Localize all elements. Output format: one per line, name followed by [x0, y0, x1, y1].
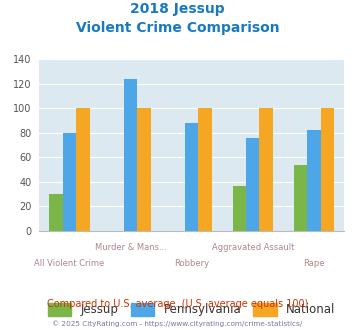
Text: Compared to U.S. average. (U.S. average equals 100): Compared to U.S. average. (U.S. average … — [47, 299, 308, 309]
Text: Aggravated Assault: Aggravated Assault — [212, 243, 294, 251]
Text: Robbery: Robbery — [174, 259, 209, 268]
Bar — [49, 194, 63, 231]
Bar — [307, 130, 321, 231]
Bar — [76, 109, 90, 231]
Bar — [124, 79, 137, 231]
Bar — [260, 109, 273, 231]
Text: Violent Crime Comparison: Violent Crime Comparison — [76, 21, 279, 35]
Legend: Jessup, Pennsylvania, National: Jessup, Pennsylvania, National — [43, 299, 340, 321]
Bar — [294, 165, 307, 231]
Text: Murder & Mans...: Murder & Mans... — [95, 243, 166, 251]
Bar — [137, 109, 151, 231]
Text: © 2025 CityRating.com - https://www.cityrating.com/crime-statistics/: © 2025 CityRating.com - https://www.city… — [53, 320, 302, 327]
Text: All Violent Crime: All Violent Crime — [34, 259, 105, 268]
Bar — [198, 109, 212, 231]
Text: Rape: Rape — [303, 259, 324, 268]
Bar — [185, 123, 198, 231]
Bar — [233, 186, 246, 231]
Bar — [321, 109, 334, 231]
Bar — [63, 133, 76, 231]
Bar — [246, 138, 260, 231]
Text: 2018 Jessup: 2018 Jessup — [130, 2, 225, 16]
